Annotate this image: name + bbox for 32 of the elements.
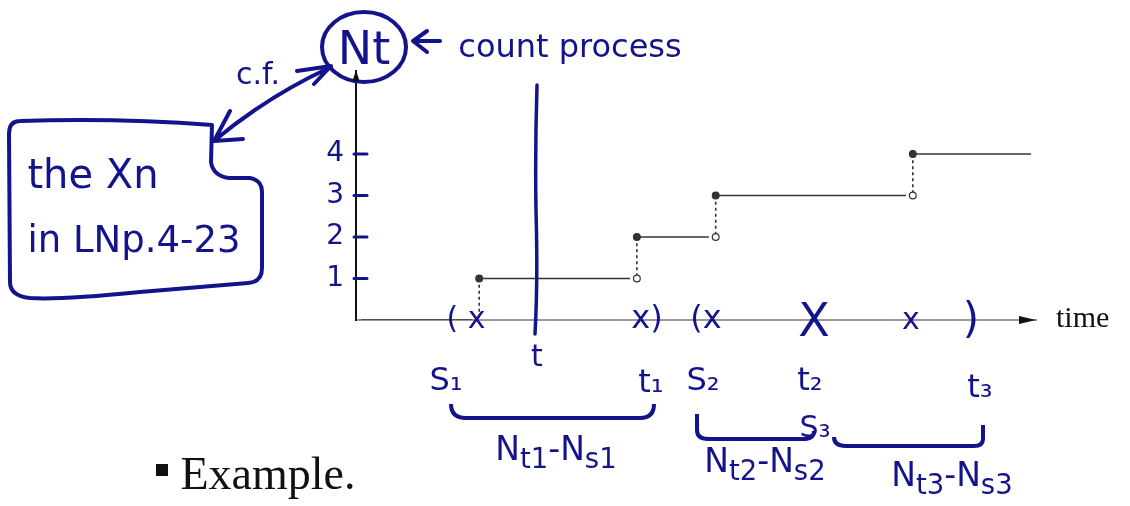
text: c.f.: [236, 55, 280, 91]
y-tick-label: 2: [326, 218, 344, 252]
text: t₃: [967, 366, 993, 405]
point: [475, 274, 484, 283]
text: t₁: [638, 361, 664, 400]
y-tick-label: 1: [326, 259, 344, 293]
text: S₁: [429, 359, 463, 398]
point: [711, 191, 720, 200]
y-tick-label: 4: [326, 135, 344, 169]
text: Example.: [180, 448, 356, 500]
text: count process: [458, 26, 682, 65]
text: N$_{t1}$-N$_{s1}$: [495, 429, 617, 474]
y-tick-label: 3: [326, 176, 344, 210]
point: [908, 191, 917, 200]
point: [632, 233, 641, 241]
text: the Xn: [27, 151, 159, 198]
point: [632, 274, 641, 283]
text: N$_{t2}$-N$_{s2}$: [704, 441, 826, 486]
text: t: [531, 337, 543, 373]
annotation: ): [962, 294, 980, 344]
point: [908, 150, 917, 158]
annotation: (x: [690, 297, 722, 336]
x-axis-title: time: [1056, 300, 1110, 333]
y-axis-title: Nt: [337, 21, 391, 76]
annotation: X: [798, 293, 830, 348]
point: [711, 233, 720, 241]
text: S₂: [686, 359, 720, 398]
text: N$_{t3}$-N$_{s3}$: [891, 455, 1013, 500]
text: t₂: [797, 359, 823, 398]
text: in LNp.4-23: [27, 217, 241, 261]
annotation: x: [902, 300, 920, 336]
annotation: x): [631, 297, 663, 336]
